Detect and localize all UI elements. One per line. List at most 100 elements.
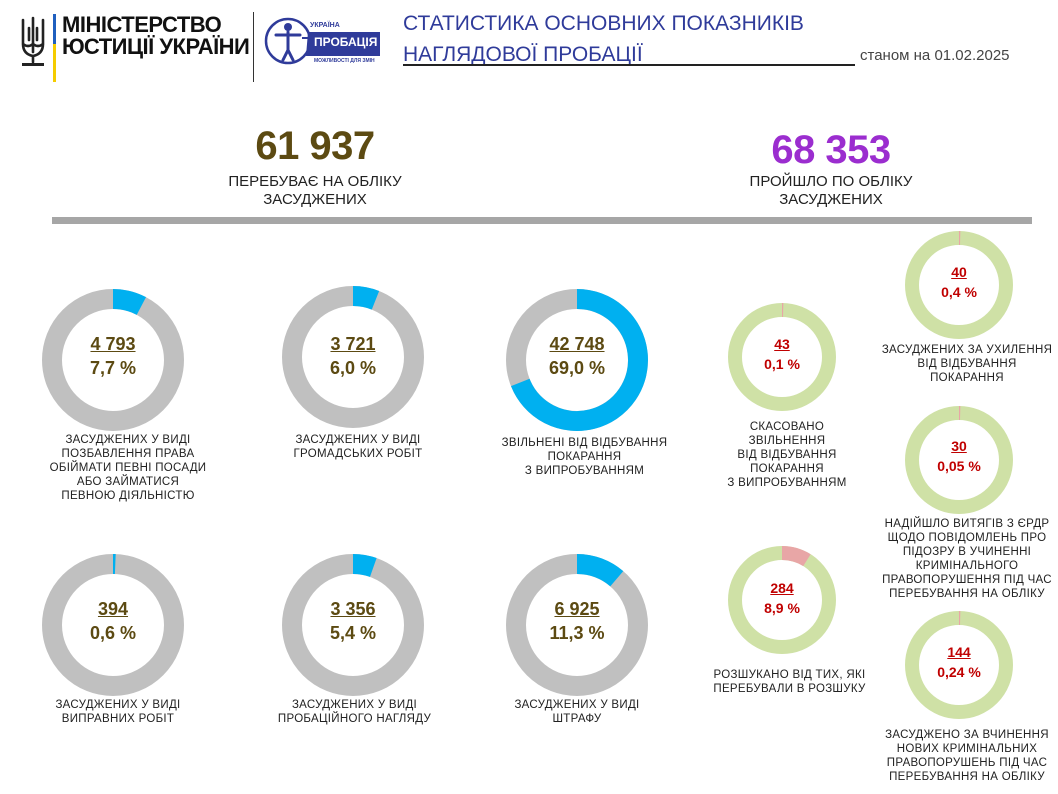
registered-donut-caption-line: З ВИПРОБУВАННЯМ [524, 465, 645, 477]
registered-donut-percent: 69,0 % [548, 358, 606, 378]
passed-donut-value-block: 30 0,05 % [899, 436, 1019, 476]
passed-donut-caption-line: ПРАВОПОРУШЕНЬ ПІД ЧАС [886, 757, 1048, 769]
registered-donut-caption: ЗАСУДЖЕНИХ У ВИДІ ГРОМАДСЬКИХ РОБІТ [283, 433, 433, 461]
passed-donut-percent: 0,05 % [937, 458, 981, 474]
passed-donut-caption-line: ПОКАРАННЯ [930, 372, 1004, 384]
passed-donut-caption: РОЗШУКАНО ВІД ТИХ, ЯКІ ПЕРЕБУВАЛИ В РОЗШУ… [697, 668, 882, 696]
passed-donut-caption-line: ПІДОЗРУ В УЧИНЕННІ [902, 546, 1032, 558]
registered-donut-caption-line: ПЕВНОЮ ДІЯЛЬНІСТЮ [61, 490, 195, 502]
registered-donut-value: 6 925 [554, 599, 600, 619]
passed-donut-caption: СКАСОВАНО ЗВІЛЬНЕННЯ ВІД ВІДБУВАННЯ ПОКАРАН… [712, 420, 862, 490]
passed-donut-caption-line: ЩОДО ПОВІДОМЛЕНЬ ПРО [887, 532, 1047, 544]
trident-emblem-icon [18, 14, 48, 66]
logo-word-probation: ПРОБАЦІЯ [314, 35, 378, 49]
passed-donut-5 [905, 610, 1013, 719]
registered-total-value: 61 937 [255, 124, 375, 168]
flag-stripe-blue [53, 14, 56, 44]
registered-donut-2 [282, 286, 424, 428]
registered-donut-caption-line: ЗВІЛЬНЕНІ ВІД ВІДБУВАННЯ [501, 437, 668, 449]
registered-total-label-line1: ПЕРЕБУВАЄ НА ОБЛІКУ [228, 173, 402, 190]
registered-donut-caption-line: ЗАСУДЖЕНИХ У ВИДІ [295, 434, 421, 446]
passed-donut-caption-line: ПЕРЕБУВАЛИ В РОЗШУКУ [713, 683, 866, 695]
registered-donut-caption-line: ВИПРАВНИХ РОБІТ [61, 713, 175, 725]
registered-donut-caption-line: ПОЗБАВЛЕННЯ ПРАВА [61, 448, 195, 460]
passed-donut-value: 284 [770, 580, 794, 596]
registered-donut-value: 42 748 [549, 334, 605, 354]
passed-donut-percent: 0,1 % [764, 356, 800, 372]
passed-donut-value-block: 40 0,4 % [899, 262, 1019, 302]
registered-donut-caption-line: ЗАСУДЖЕНИХ У ВИДІ [55, 699, 181, 711]
passed-total-label: ПРОЙШЛО ПО ОБЛІКУ ЗАСУДЖЕНИХ [681, 173, 981, 209]
passed-donut-percent: 0,24 % [937, 664, 981, 680]
registered-donut-caption-line: ОБІЙМАТИ ПЕВНІ ПОСАДИ [49, 462, 207, 474]
passed-donut-caption-line: ВІД ВІДБУВАННЯ [737, 449, 837, 461]
ministry-name-line1: МІНІСТЕРСТВО [62, 12, 222, 37]
passed-donut-caption-line: ПЕРЕБУВАННЯ НА ОБЛІКУ [889, 771, 1045, 783]
passed-donut-caption: ЗАСУДЖЕНИХ ЗА УХИЛЕННЯ ВІД ВІДБУВАННЯ ПОКА… [872, 343, 1058, 385]
registered-donut-value-block: 4 793 7,7 % [53, 332, 173, 380]
registered-donut-caption-line: ГРОМАДСЬКИХ РОБІТ [293, 448, 423, 460]
passed-donut-caption-line: РОЗШУКАНО ВІД ТИХ, ЯКІ [713, 669, 866, 681]
page-title: СТАТИСТИКА ОСНОВНИХ ПОКАЗНИКІВ НАГЛЯДОВО… [403, 8, 804, 70]
passed-total-label-line1: ПРОЙШЛО ПО ОБЛІКУ [749, 173, 913, 190]
registered-donut-caption: ЗВІЛЬНЕНІ ВІД ВІДБУВАННЯ ПОКАРАННЯ З ВИПРО… [492, 436, 677, 478]
passed-donut-caption-line: ВІД ВІДБУВАННЯ [917, 358, 1017, 370]
flag-stripe-yellow [53, 44, 56, 82]
registered-donut-segment [510, 289, 648, 431]
passed-donut-caption: ЗАСУДЖЕНО ЗА ВЧИНЕННЯ НОВИХ КРИМІНАЛЬНИХ П… [872, 728, 1058, 784]
registered-donut-value: 3 721 [330, 334, 376, 354]
registered-donut-caption-line: ЗАСУДЖЕНИХ У ВИДІ [65, 434, 191, 446]
registered-donut-percent: 11,3 % [549, 623, 605, 643]
title-underline [403, 64, 855, 66]
passed-donut-value-block: 43 0,1 % [722, 334, 842, 374]
passed-total-label-line2: ЗАСУДЖЕНИХ [779, 191, 883, 208]
passed-donut-value-block: 144 0,24 % [899, 642, 1019, 682]
registered-donut-caption: ЗАСУДЖЕНИХ У ВИДІ ШТРАФУ [492, 698, 662, 726]
registered-donut-percent: 5,4 % [329, 623, 377, 643]
probation-logo [264, 17, 380, 65]
registered-donut-percent: 7,7 % [89, 358, 137, 378]
ministry-name-line2: ЮСТИЦІЇ УКРАЇНИ [62, 34, 250, 59]
passed-donut-caption-line: ЗАСУДЖЕНИХ ЗА УХИЛЕННЯ [881, 344, 1053, 356]
header-divider [253, 12, 254, 82]
passed-donut-2 [728, 546, 836, 654]
registered-donut-5 [282, 554, 424, 696]
registered-donut-segment [352, 554, 377, 578]
passed-donut-value: 40 [951, 264, 967, 280]
registered-donut-caption-line: ЗАСУДЖЕНИХ У ВИДІ [291, 699, 418, 711]
logo-word-ukraine: УКРАЇНА [310, 22, 340, 29]
registered-donut-caption-line: АБО ЗАЙМАТИСЯ [76, 476, 180, 488]
summary-divider-bar [52, 217, 1032, 224]
passed-donut-value: 43 [774, 336, 790, 352]
passed-donut-caption: НАДІЙШЛО ВИТЯГІВ З ЄРДР ЩОДО ПОВІДОМЛЕНЬ … [872, 517, 1058, 601]
passed-donut-caption-line: СКАСОВАНО [749, 421, 825, 433]
registered-donut-6 [506, 554, 648, 696]
registered-donut-value-block: 42 748 69,0 % [517, 332, 637, 380]
passed-donut-caption-line: НОВИХ КРИМІНАЛЬНИХ [896, 743, 1038, 755]
passed-donut-caption-line: ЗАСУДЖЕНО ЗА ВЧИНЕННЯ [885, 729, 1049, 741]
registered-donut-caption-line: ПОКАРАННЯ [547, 451, 622, 463]
registered-donut-segment [576, 554, 624, 587]
registered-donut-percent: 6,0 % [329, 358, 377, 378]
registered-donut-value: 3 356 [330, 599, 376, 619]
registered-total-label: ПЕРЕБУВАЄ НА ОБЛІКУ ЗАСУДЖЕНИХ [165, 173, 465, 209]
registered-donut-caption-line: ШТРАФУ [552, 713, 602, 725]
registered-donut-4 [42, 554, 184, 696]
registered-donut-value-block: 3 721 6,0 % [293, 332, 413, 380]
passed-total-value: 68 353 [771, 128, 891, 172]
registered-donut-value: 4 793 [90, 334, 136, 354]
passed-donut-caption-line: КРИМІНАЛЬНОГО [915, 560, 1019, 572]
passed-donut-segment [781, 546, 811, 567]
registered-donut-value-block: 394 0,6 % [53, 597, 173, 645]
passed-donut-percent: 0,4 % [941, 284, 977, 300]
as-of-date: станом на 01.02.2025 [860, 47, 1010, 64]
passed-donut-1 [728, 302, 836, 411]
registered-donut-percent: 0,6 % [89, 623, 137, 643]
passed-donut-caption-line: ЗВІЛЬНЕННЯ [748, 435, 826, 447]
registered-total-label-line2: ЗАСУДЖЕНИХ [263, 191, 367, 208]
page-title-line2: НАГЛЯДОВОЇ ПРОБАЦІЇ [403, 43, 643, 66]
logo-tagline: МОЖЛИВОСТІ ДЛЯ ЗМІН [314, 58, 375, 64]
ministry-name: МІНІСТЕРСТВО ЮСТИЦІЇ УКРАЇНИ [62, 12, 250, 59]
page-title-line1: СТАТИСТИКА ОСНОВНИХ ПОКАЗНИКІВ [403, 12, 804, 35]
registered-donut-value: 394 [97, 599, 129, 619]
